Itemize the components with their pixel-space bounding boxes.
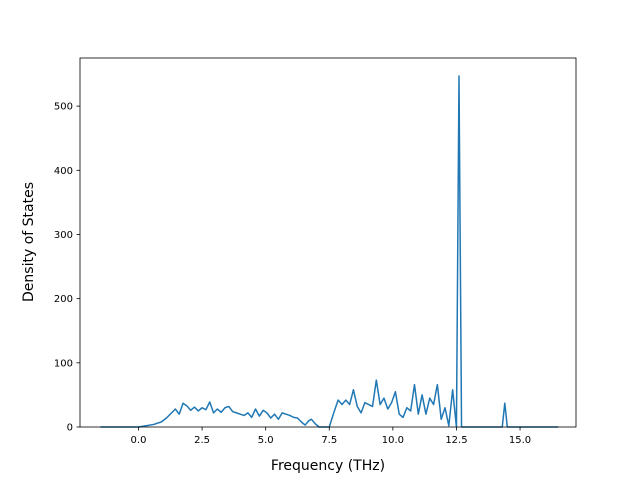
x-tick-label: 10.0	[382, 435, 404, 446]
y-tick-label: 500	[54, 102, 73, 113]
x-axis-label: Frequency (THz)	[271, 458, 385, 474]
y-tick-label: 400	[54, 166, 73, 177]
x-tick-label: 12.5	[445, 435, 467, 446]
y-axis-ticks: 0 100 200 300 400 500	[54, 102, 80, 434]
x-axis-ticks: 0.0 2.5 5.0 7.5 10.0 12.5 15.0	[131, 427, 531, 446]
y-tick-label: 300	[54, 230, 73, 241]
y-tick-label: 200	[54, 294, 73, 305]
y-tick-label: 100	[54, 358, 73, 369]
x-tick-label: 15.0	[509, 435, 531, 446]
x-tick-label: 5.0	[258, 435, 274, 446]
x-tick-label: 0.0	[131, 435, 147, 446]
y-tick-label: 0	[67, 423, 73, 434]
x-tick-label: 7.5	[321, 435, 337, 446]
axes-frame	[79, 57, 577, 428]
y-axis-label: Density of States	[21, 182, 37, 302]
x-tick-label: 2.5	[194, 435, 210, 446]
